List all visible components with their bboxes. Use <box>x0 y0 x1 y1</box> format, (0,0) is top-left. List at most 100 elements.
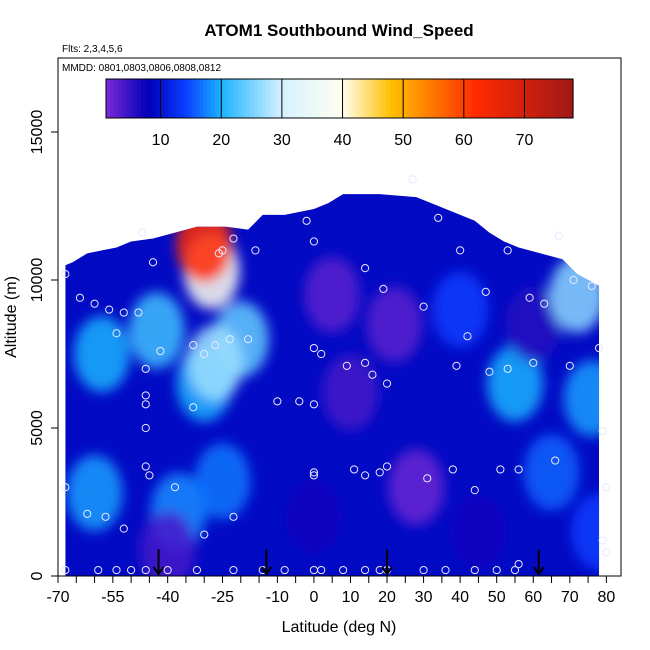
wind-blob-12 <box>322 354 379 431</box>
sample-point <box>602 548 611 557</box>
sample-point <box>379 284 388 293</box>
sample-point <box>309 343 319 353</box>
wind-blob-5 <box>176 206 233 283</box>
sample-point <box>200 349 209 359</box>
sample-point <box>408 175 417 184</box>
sample-point <box>148 258 158 267</box>
wind-blob-10 <box>304 256 361 333</box>
x-tick-label: -70 <box>46 589 69 606</box>
wind-blob-2 <box>128 292 185 369</box>
y-tick-label: 15000 <box>29 110 46 155</box>
y-axis: 0 5000 10000 15000 <box>29 110 58 580</box>
sample-point <box>525 293 534 302</box>
x-tick-label: 30 <box>415 589 433 606</box>
wind-blob-18 <box>523 434 580 511</box>
sample-point <box>470 565 479 575</box>
x-tick-label: 50 <box>488 589 506 606</box>
y-tick-label: 5000 <box>29 410 46 446</box>
x-tick-label: 80 <box>597 589 615 606</box>
wind-blob-1 <box>73 316 130 392</box>
chart-title: ATOM1 Southbound Wind_Speed <box>204 21 473 40</box>
sample-point <box>75 293 85 302</box>
sample-point <box>360 565 370 575</box>
sample-point <box>503 246 512 255</box>
x-tick-label: 0 <box>309 589 318 606</box>
sample-point <box>598 426 607 436</box>
sample-point <box>419 302 428 311</box>
wind-blob-22 <box>450 493 507 570</box>
sample-point <box>503 364 512 373</box>
flight-marker-arrow <box>260 549 273 576</box>
sample-point <box>229 565 238 575</box>
sample-point <box>251 246 260 255</box>
x-tick-label: 60 <box>524 589 542 606</box>
sample-point <box>565 361 574 370</box>
sample-point <box>342 361 351 370</box>
sample-point <box>470 486 479 495</box>
sample-point <box>452 361 461 370</box>
sample-point <box>192 565 202 575</box>
x-tick-label: -10 <box>266 589 289 606</box>
sample-point <box>112 329 121 338</box>
flight-marker-arrow <box>381 549 393 576</box>
sample-point <box>360 264 370 273</box>
sample-point <box>360 358 370 367</box>
colorbar-tick-label: 50 <box>394 132 412 149</box>
sample-point <box>485 367 494 376</box>
sample-point <box>137 228 147 237</box>
colorbar: 10 20 30 40 50 60 70 <box>105 78 574 149</box>
sample-point <box>200 530 209 539</box>
wind-blob-16 <box>486 345 543 422</box>
colorbar-tick-label: 30 <box>273 132 291 149</box>
sample-point <box>225 335 234 344</box>
sample-point <box>448 465 457 474</box>
sample-point <box>434 213 443 222</box>
sample-point <box>569 275 578 285</box>
sample-point <box>101 512 110 521</box>
sample-point <box>119 524 128 533</box>
sample-point <box>554 231 563 240</box>
sample-point <box>83 509 92 518</box>
x-tick-label: 20 <box>378 589 396 606</box>
sample-point <box>229 234 238 243</box>
sample-point <box>587 281 596 291</box>
sample-point <box>295 397 304 406</box>
sample-point <box>360 471 370 480</box>
sample-point <box>61 565 70 575</box>
x-tick-label: -40 <box>156 589 179 606</box>
sample-point <box>94 565 103 575</box>
sample-point <box>280 565 289 575</box>
sample-point <box>309 471 319 480</box>
sample-point <box>127 565 136 575</box>
wind-blob-11 <box>366 286 423 363</box>
sample-point <box>551 456 560 465</box>
sample-point <box>214 249 223 258</box>
sample-point <box>105 305 114 314</box>
colorbar-tick-label: 40 <box>334 132 352 149</box>
sample-point <box>463 332 472 341</box>
sample-point <box>229 512 238 521</box>
sample-point <box>309 400 319 409</box>
sample-point <box>594 343 604 353</box>
y-tick-label: 10000 <box>29 258 46 303</box>
sample-point <box>112 565 121 575</box>
heatmap-field <box>65 194 600 576</box>
sample-point <box>540 299 549 308</box>
sample-point <box>309 468 319 477</box>
wind-blob-15 <box>432 271 489 348</box>
flight-markers <box>152 549 545 576</box>
sample-point <box>134 308 143 317</box>
x-tick-label: 70 <box>561 589 579 606</box>
plot-frame <box>57 57 622 577</box>
sample-point <box>382 379 392 388</box>
sample-point <box>419 565 428 575</box>
x-tick-label: -55 <box>101 589 124 606</box>
wind-blob-13 <box>388 449 445 526</box>
sample-point <box>510 565 520 575</box>
sample-point <box>456 246 465 255</box>
sample-point <box>317 349 326 359</box>
sample-point <box>350 465 359 474</box>
sample-point <box>141 565 150 575</box>
sample-point <box>141 364 150 373</box>
